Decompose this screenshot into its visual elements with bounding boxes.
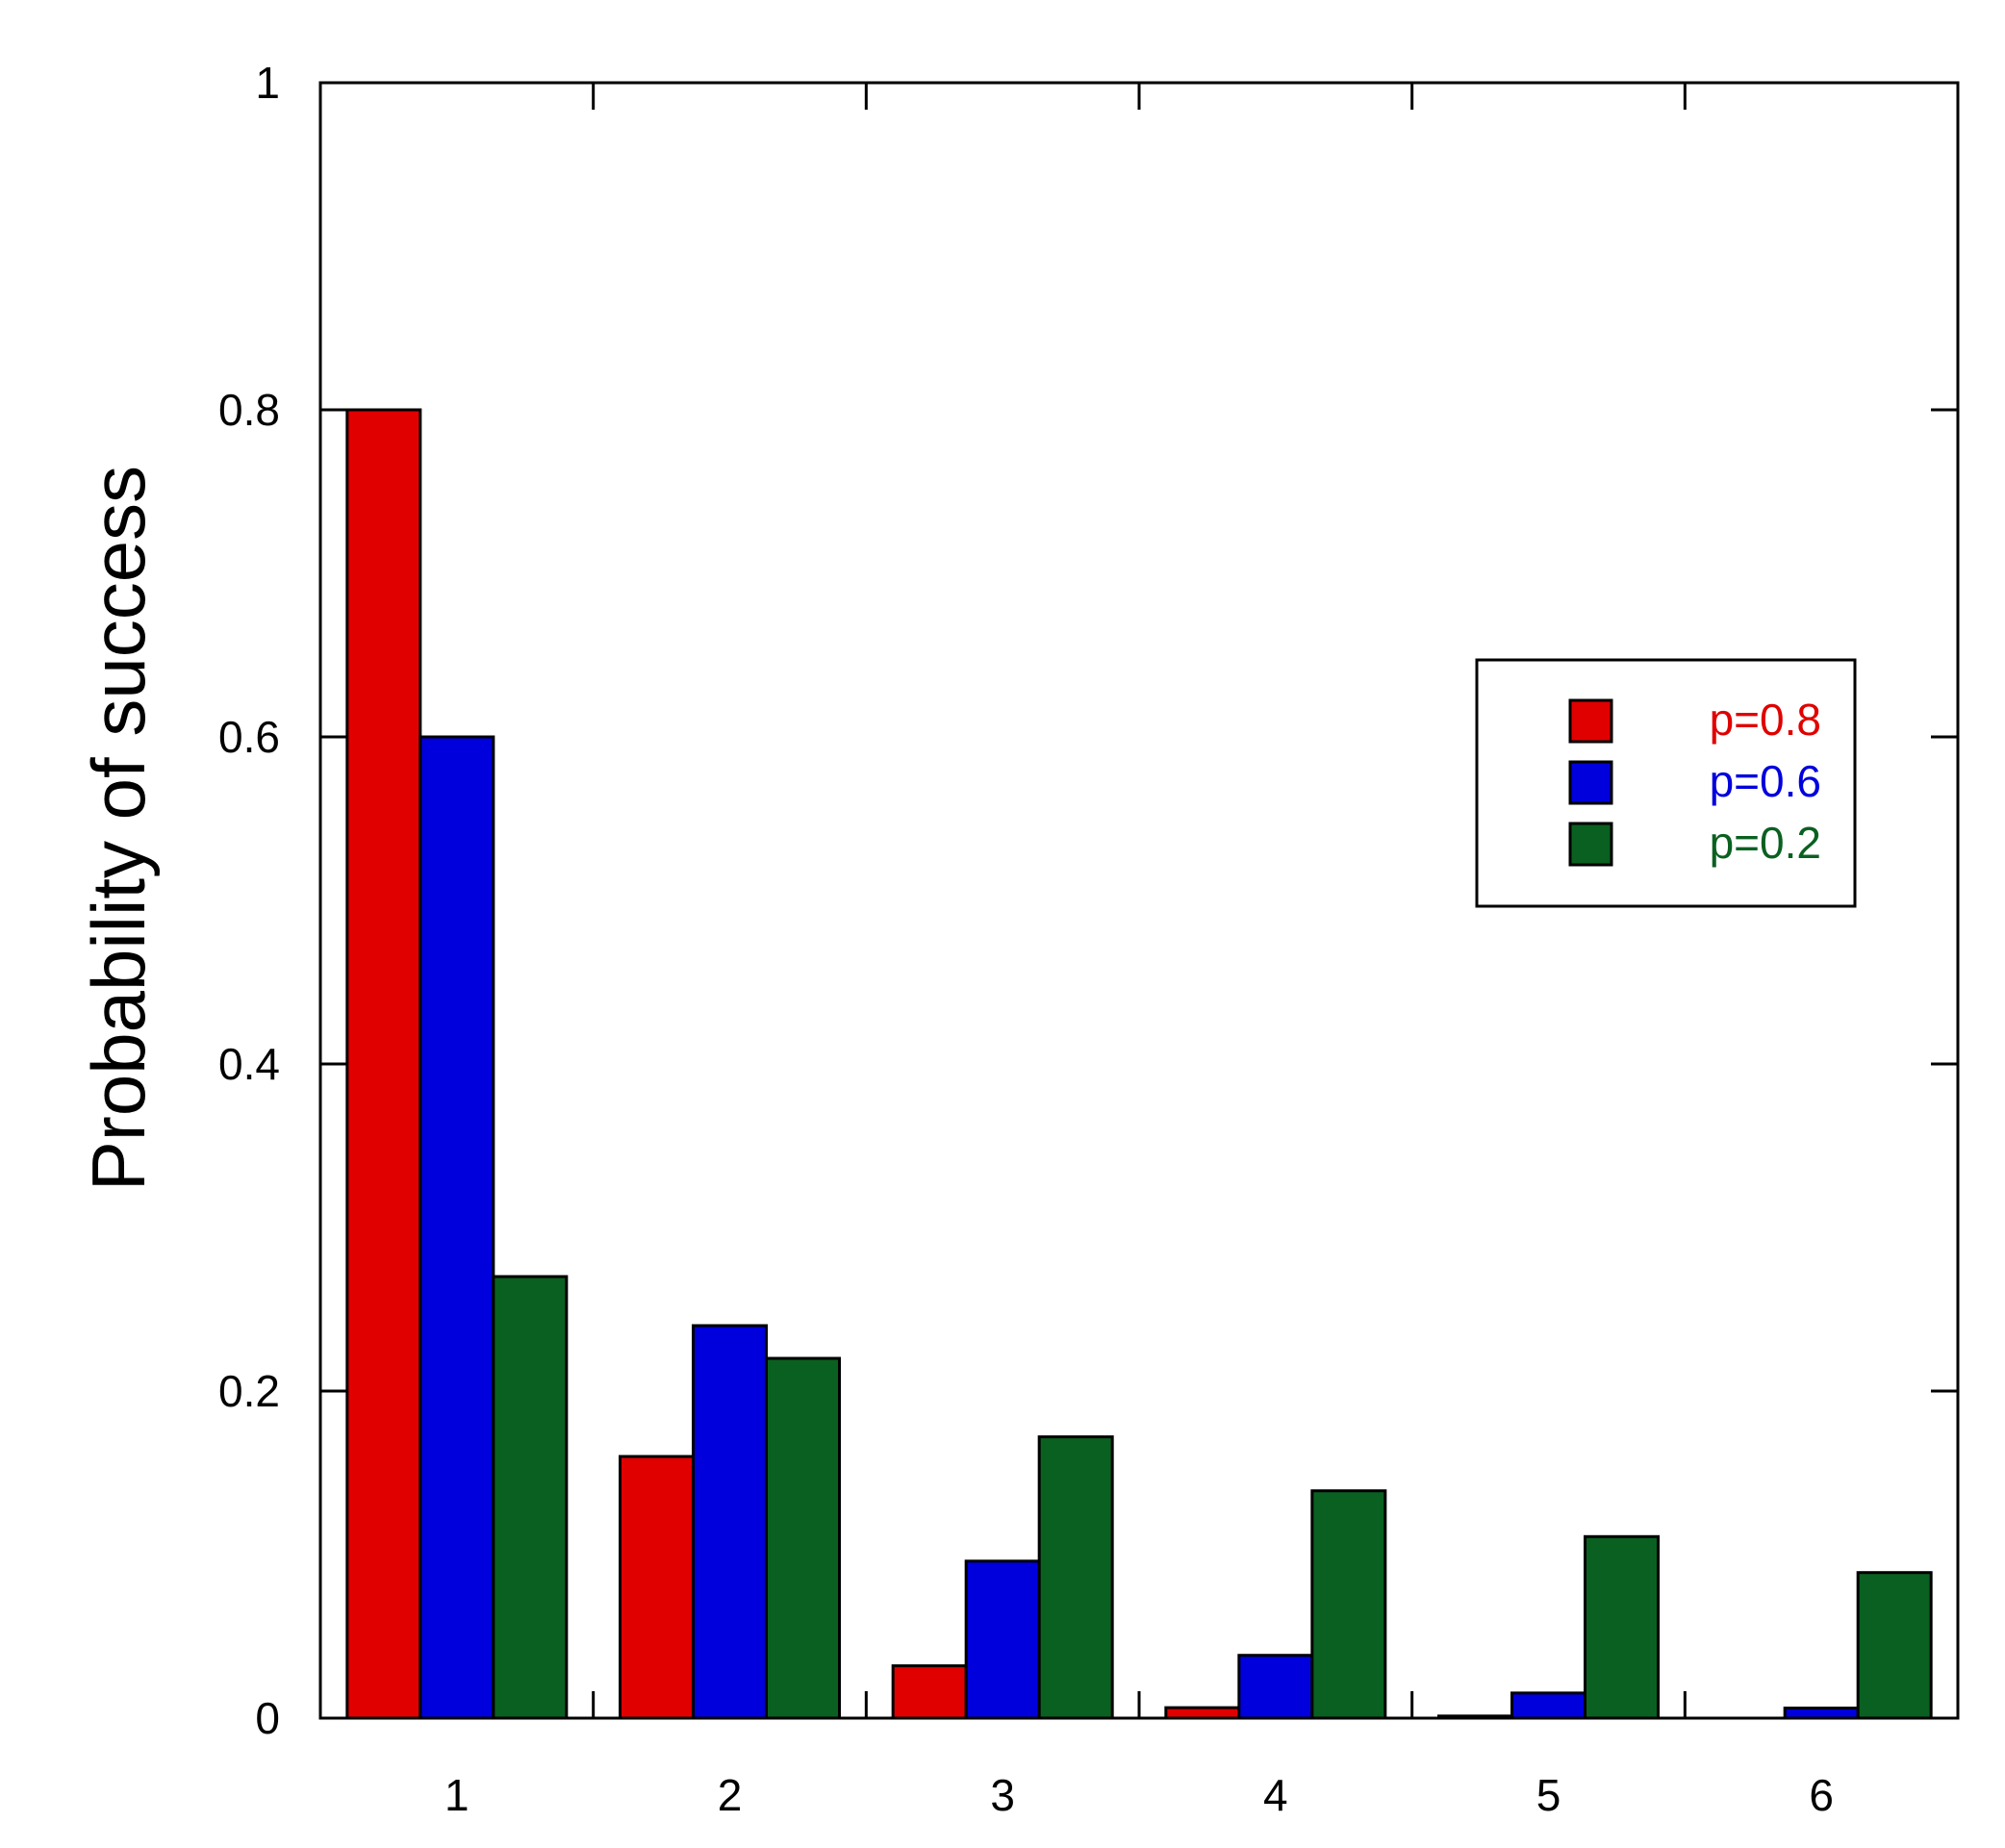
bar-p08-cat-4 (1164, 1706, 1241, 1720)
x-tick-label: 6 (1809, 1770, 1834, 1820)
y-tick-label: 0.8 (218, 385, 280, 435)
legend-box (1475, 658, 1857, 908)
x-tick-label: 5 (1536, 1770, 1561, 1820)
bar-p06-cat-2 (692, 1324, 768, 1720)
legend-swatch (1568, 760, 1613, 805)
legend: p=0.8 p=0.6 p=0.2 (1475, 658, 1857, 908)
y-tick-label: 0.2 (218, 1366, 280, 1416)
legend-swatch (1568, 822, 1613, 867)
x-tick-label: 2 (718, 1770, 743, 1820)
legend-label: p=0.8 (1710, 695, 1821, 745)
bars-group (345, 408, 1933, 1720)
bar-p06-cat-4 (1237, 1654, 1314, 1720)
bar-p02-cat-1 (492, 1275, 569, 1720)
x-tick-label: 1 (444, 1770, 470, 1820)
bar-p06-cat-6 (1783, 1707, 1860, 1720)
y-tick-label: 1 (255, 58, 280, 108)
bar-p02-cat-3 (1037, 1435, 1114, 1720)
ticks-group (320, 81, 1958, 1720)
bar-p06-cat-5 (1510, 1691, 1586, 1720)
bar-p02-cat-2 (765, 1356, 841, 1720)
y-axis-title: Probability of success (76, 466, 161, 1191)
bar-p08-cat-2 (619, 1455, 695, 1720)
bar-p08-cat-3 (891, 1664, 968, 1720)
legend-label: p=0.6 (1710, 756, 1821, 806)
bar-p02-cat-6 (1856, 1571, 1933, 1720)
bar-p06-cat-1 (419, 735, 495, 1720)
bar-p02-cat-5 (1584, 1534, 1660, 1720)
x-tick-label: 4 (1263, 1770, 1288, 1820)
legend-label: p=0.2 (1710, 818, 1821, 868)
y-tick-label: 0 (255, 1693, 280, 1743)
y-tick-label: 0.6 (218, 712, 280, 762)
bar-p06-cat-3 (964, 1559, 1041, 1720)
legend-swatch (1568, 698, 1613, 744)
x-tick-label: 3 (990, 1770, 1015, 1820)
y-tick-label: 0.4 (218, 1039, 280, 1089)
bar-p02-cat-4 (1310, 1489, 1387, 1720)
bar-p08-cat-1 (345, 408, 422, 1720)
tick-labels-group: 0 0.2 0.4 0.6 0.8 1 1 2 3 4 5 6 (218, 58, 1834, 1820)
